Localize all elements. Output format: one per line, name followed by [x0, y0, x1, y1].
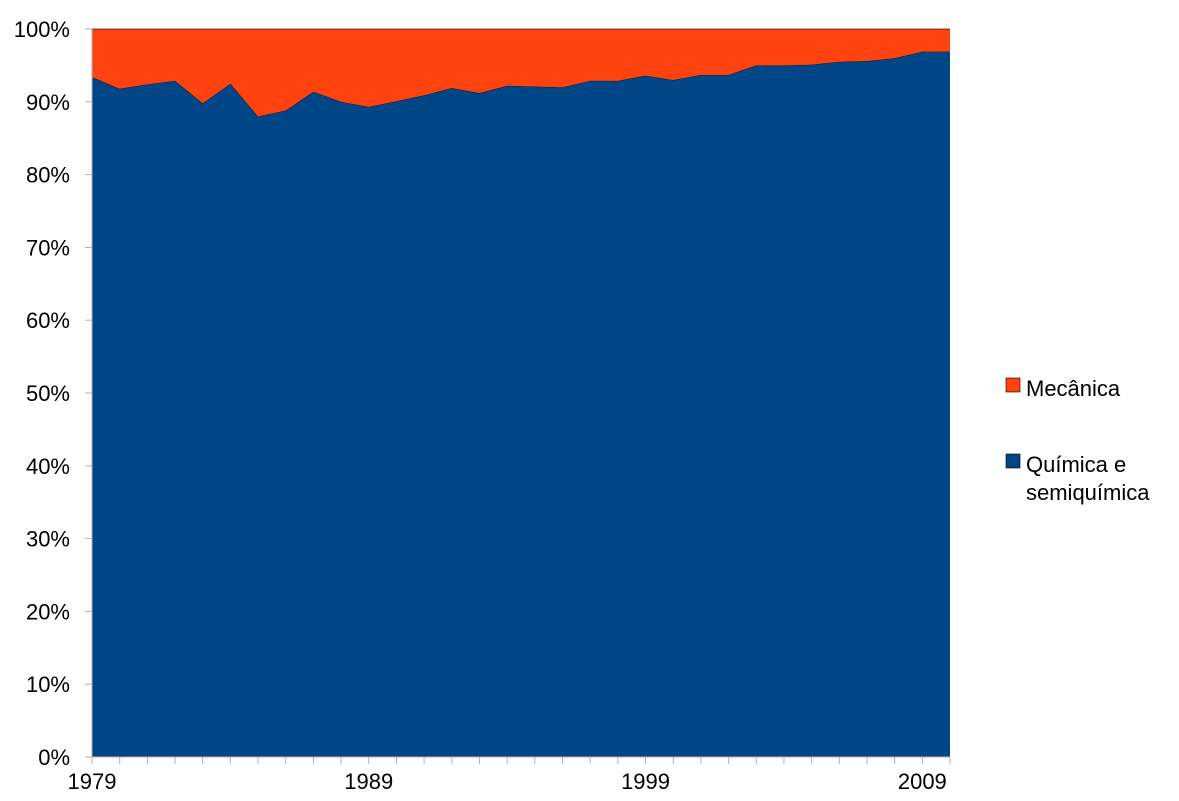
- y-tick-label: 50%: [26, 381, 70, 406]
- y-tick-label: 70%: [26, 235, 70, 260]
- y-tick-label: 0%: [38, 745, 70, 770]
- x-tick-label: 1989: [344, 769, 393, 794]
- plot-areas: [91, 28, 950, 757]
- y-tick-label: 10%: [26, 672, 70, 697]
- legend: Mecânica Química e semiquímica: [1005, 376, 1150, 505]
- y-tick-label: 60%: [26, 308, 70, 333]
- area-series-1: [92, 29, 950, 117]
- x-axis-ticks: 1979 1989 1999 2009: [68, 757, 951, 794]
- legend-label: Mecânica: [1026, 376, 1121, 401]
- y-tick-label: 100%: [14, 17, 70, 42]
- x-tick-label: 1999: [621, 769, 670, 794]
- area-series-0: [92, 51, 950, 757]
- y-tick-label: 30%: [26, 527, 70, 552]
- y-tick-label: 40%: [26, 454, 70, 479]
- y-tick-label: 20%: [26, 599, 70, 624]
- y-tick-label: 80%: [26, 163, 70, 188]
- legend-label: semiquímica: [1026, 480, 1150, 505]
- legend-swatch: [1005, 453, 1021, 469]
- y-tick-label: 90%: [26, 90, 70, 115]
- x-tick-label: 2009: [898, 769, 947, 794]
- legend-swatch: [1005, 377, 1021, 393]
- y-axis-ticks: 0% 10% 20% 30% 40% 50% 60% 70% 80% 90% 100%: [14, 17, 92, 770]
- legend-label: Química e: [1026, 452, 1126, 477]
- x-tick-label: 1979: [68, 769, 117, 794]
